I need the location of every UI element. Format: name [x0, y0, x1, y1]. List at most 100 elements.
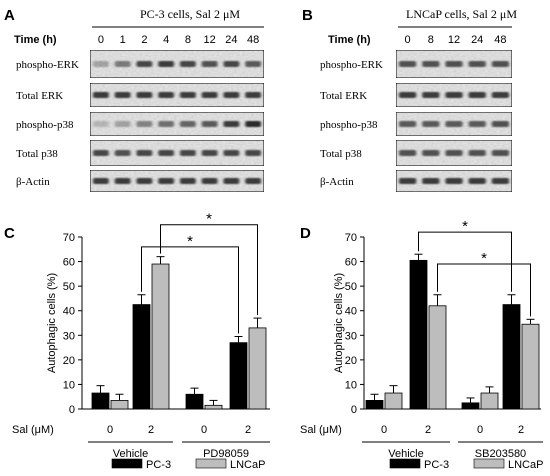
blot-band — [93, 178, 109, 184]
y-tick-label: 0 — [69, 404, 75, 416]
y-axis-label: Autophagic cells (%) — [333, 273, 345, 373]
y-tick-label: 40 — [345, 306, 357, 318]
panel-b-western-blot: B LNCaP cells, Sal 2 μM Time (h) 0 8 12 24 48 ph… — [302, 7, 517, 193]
bar-pc3-3 — [229, 342, 248, 410]
y-tick-label: 10 — [345, 379, 357, 391]
panel-letter: B — [302, 7, 313, 24]
bar-pc3-0 — [365, 399, 384, 410]
blot-band — [399, 92, 417, 98]
timepoint-label: 48 — [494, 34, 506, 46]
blot-band — [223, 150, 240, 156]
timepoint-label: 8 — [428, 34, 434, 46]
group-label: SB203580 — [475, 448, 526, 460]
blot-band — [114, 178, 131, 184]
y-tick-label: 20 — [63, 355, 75, 367]
band-group — [93, 150, 261, 156]
blot-label-3: Total p38 — [320, 148, 362, 160]
blot-band — [114, 121, 131, 127]
blot-band — [93, 150, 109, 156]
blot-band — [158, 121, 174, 127]
bar-pc3-1 — [409, 259, 428, 410]
blot-band — [158, 61, 174, 67]
blot-band — [136, 92, 153, 98]
blot-band — [114, 150, 131, 156]
blot-band — [158, 92, 174, 98]
blot-band — [491, 178, 509, 184]
blot-band — [245, 121, 261, 127]
blot-band — [468, 150, 486, 156]
y-tick-label: 50 — [63, 281, 75, 293]
y-tick-label: 30 — [345, 330, 357, 342]
blot-band — [422, 121, 440, 127]
category-label: 0 — [477, 424, 483, 436]
blot-band — [201, 92, 218, 98]
bar-pc3-2 — [461, 402, 480, 410]
blot-band — [491, 92, 509, 98]
blot-band — [445, 61, 463, 67]
blot-band — [491, 150, 509, 156]
blot-band — [136, 121, 153, 127]
blot-band — [422, 92, 440, 98]
blot-band — [201, 121, 218, 127]
blot-band — [114, 92, 131, 98]
timepoint-label: 4 — [163, 34, 169, 46]
blot-label-4: β-Actin — [16, 176, 50, 188]
blot-band — [93, 61, 109, 67]
significance-bracket — [418, 231, 512, 292]
timepoint-label: 24 — [225, 34, 237, 46]
y-tick-label: 70 — [63, 232, 75, 244]
blot-band — [491, 61, 509, 67]
legend-swatch-lncap — [473, 458, 505, 469]
timepoint-label: 2 — [141, 34, 147, 46]
blot-band — [468, 178, 486, 184]
blot-label-0: phospho-ERK — [320, 59, 383, 71]
blot-label-1: Total ERK — [320, 90, 367, 102]
category-label: 2 — [148, 424, 154, 436]
band-group — [399, 150, 509, 156]
blot-band — [399, 61, 417, 67]
bar-lncap-0 — [384, 392, 403, 410]
significance-star: * — [187, 233, 193, 250]
legend-swatch-pc3 — [111, 458, 143, 469]
blot-band — [223, 61, 240, 67]
timepoint-label: 12 — [204, 34, 216, 46]
blot-band — [468, 121, 486, 127]
blot-label-2: phospho-p38 — [320, 119, 378, 131]
y-tick-label: 60 — [345, 257, 357, 269]
x-axis-label: Sal (μM) — [12, 424, 54, 436]
significance-bracket — [141, 246, 239, 334]
blot-band — [114, 61, 131, 67]
group-label: Vehicle — [113, 448, 148, 460]
group-label: Vehicle — [388, 448, 423, 460]
blot-label-3: Total p38 — [16, 148, 58, 160]
y-tick-label: 70 — [345, 232, 357, 244]
blot-band — [445, 150, 463, 156]
blot-band — [180, 121, 196, 127]
band-group — [399, 92, 509, 98]
blot-band — [399, 178, 417, 184]
blot-band — [223, 121, 240, 127]
blot-band — [399, 150, 417, 156]
bar-lncap-3 — [248, 327, 267, 410]
bar-lncap-0 — [110, 399, 129, 410]
blot-band — [201, 61, 218, 67]
blot-band — [201, 178, 218, 184]
panel-letter: D — [300, 225, 311, 242]
band-group — [93, 121, 261, 127]
blot-label-0: phospho-ERK — [16, 59, 79, 71]
blot-band — [445, 92, 463, 98]
blot-band — [180, 92, 196, 98]
bar-lncap-2 — [204, 404, 223, 410]
band-group — [399, 121, 509, 127]
band-group — [93, 178, 261, 184]
blot-band — [223, 178, 240, 184]
panel-letter: A — [4, 7, 15, 24]
legend-label: PC-3 — [424, 459, 449, 471]
band-group — [93, 61, 261, 67]
blot-band — [422, 150, 440, 156]
bar-pc3-3 — [502, 304, 521, 410]
